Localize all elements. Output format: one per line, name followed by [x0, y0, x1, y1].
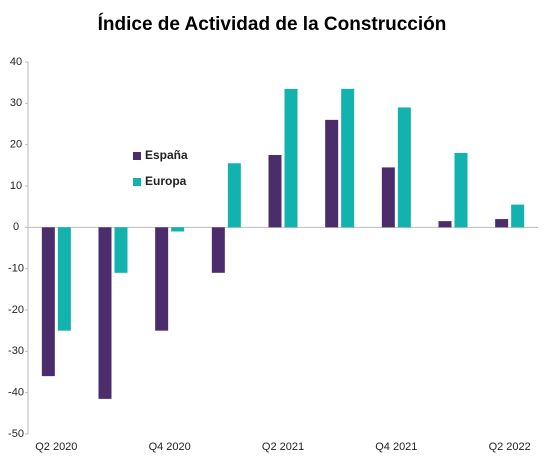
bar [41, 227, 55, 377]
y-tick-label: -10 [8, 263, 24, 275]
bar [98, 227, 112, 399]
x-tick-label: Q2 2020 [35, 441, 77, 453]
y-tick-label: 40 [10, 56, 22, 68]
bar [114, 227, 128, 273]
y-tick-label: 30 [10, 97, 22, 109]
legend-label: Europa [145, 174, 187, 188]
bar [438, 221, 452, 228]
bar [381, 167, 395, 228]
y-tick-label: 20 [10, 139, 22, 151]
bar [171, 227, 185, 232]
legend-swatch [133, 152, 141, 160]
bar [57, 227, 71, 331]
bar [325, 119, 339, 228]
chart-title: Índice de Actividad de la Construcción [98, 13, 447, 35]
y-tick-label: -20 [8, 304, 24, 316]
y-tick-label: -40 [8, 387, 24, 399]
x-tick-label: Q2 2022 [489, 441, 531, 453]
bar [211, 227, 225, 273]
y-tick-label: 10 [10, 180, 22, 192]
bar [397, 107, 411, 228]
y-tick-label: 0 [13, 221, 19, 233]
y-tick-label: -50 [8, 428, 24, 440]
bar [268, 155, 282, 228]
legend-label: España [145, 148, 188, 162]
x-tick-label: Q4 2021 [375, 441, 417, 453]
bar [155, 227, 169, 331]
x-tick-label: Q2 2021 [262, 441, 304, 453]
y-tick-label: -30 [8, 345, 24, 357]
bar [495, 219, 509, 228]
bar [227, 163, 241, 228]
bar [454, 152, 468, 228]
bar [341, 88, 355, 228]
legend-swatch [133, 178, 141, 186]
bar [511, 204, 525, 228]
x-tick-label: Q4 2020 [149, 441, 191, 453]
bar [284, 88, 298, 228]
